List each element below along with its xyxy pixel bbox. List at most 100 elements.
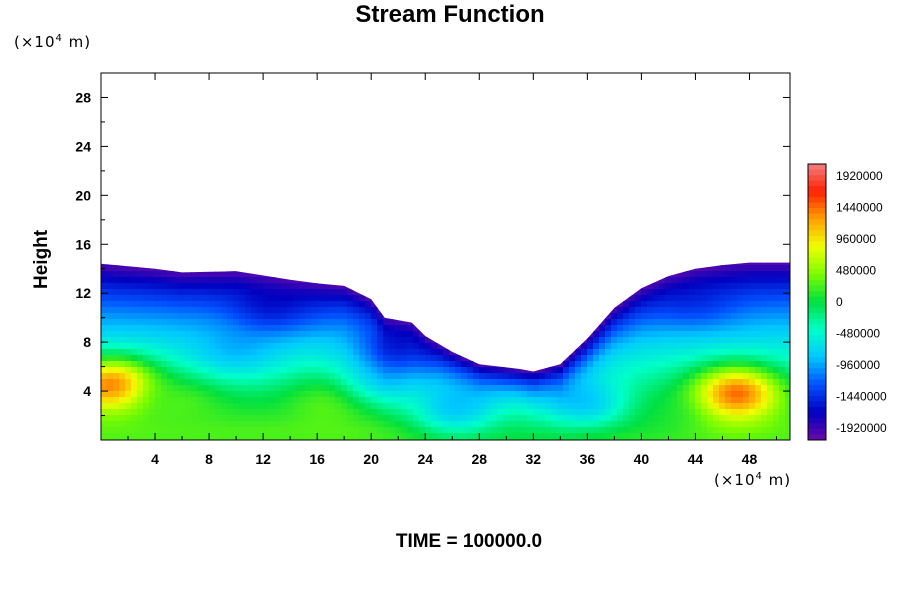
- field-cell: [353, 385, 360, 392]
- field-cell: [593, 385, 600, 392]
- field-cell: [743, 271, 750, 278]
- field-cell: [221, 337, 228, 344]
- field-cell: [617, 385, 624, 392]
- field-cell: [119, 313, 126, 320]
- field-cell: [347, 373, 354, 380]
- field-cell: [359, 409, 366, 416]
- field-cell: [449, 379, 456, 386]
- field-cell: [143, 337, 150, 344]
- field-cell: [269, 403, 276, 410]
- field-cell: [275, 289, 282, 296]
- field-cell: [341, 325, 348, 332]
- field-cell: [725, 313, 732, 320]
- field-cell: [281, 307, 288, 314]
- field-cell: [113, 277, 120, 284]
- field-cell: [287, 319, 294, 326]
- field-cell: [695, 409, 702, 416]
- field-cell: [263, 313, 270, 320]
- field-cell: [359, 319, 366, 326]
- field-cell: [233, 295, 240, 302]
- field-cell: [593, 325, 600, 332]
- field-cell: [137, 295, 144, 302]
- field-cell: [359, 349, 366, 356]
- field-cell: [215, 265, 222, 272]
- field-cell: [677, 295, 684, 302]
- field-cell: [551, 379, 558, 386]
- field-cell: [641, 307, 648, 314]
- field-cell: [677, 265, 684, 272]
- field-cell: [239, 307, 246, 314]
- field-cell: [131, 337, 138, 344]
- field-cell: [377, 379, 384, 386]
- field-cell: [311, 325, 318, 332]
- field-cell: [671, 409, 678, 416]
- field-cell: [371, 325, 378, 332]
- field-cell: [209, 277, 216, 284]
- field-cell: [665, 421, 672, 428]
- field-cell: [257, 265, 264, 272]
- field-cell: [653, 391, 660, 398]
- field-cell: [737, 313, 744, 320]
- field-cell: [293, 379, 300, 386]
- field-cell: [197, 307, 204, 314]
- field-cell: [425, 367, 432, 374]
- field-cell: [587, 409, 594, 416]
- field-cell: [203, 295, 210, 302]
- field-cell: [443, 379, 450, 386]
- field-cell: [425, 331, 432, 338]
- field-cell: [311, 385, 318, 392]
- field-cell: [497, 433, 504, 440]
- field-cell: [341, 367, 348, 374]
- field-cell: [677, 379, 684, 386]
- field-cell: [485, 427, 492, 434]
- field-cell: [341, 349, 348, 356]
- field-cell: [371, 397, 378, 404]
- field-cell: [179, 325, 186, 332]
- field-cell: [617, 331, 624, 338]
- field-cell: [641, 427, 648, 434]
- field-cell: [149, 397, 156, 404]
- field-cell: [311, 433, 318, 440]
- field-cell: [167, 325, 174, 332]
- field-cell: [245, 403, 252, 410]
- field-cell: [779, 415, 786, 422]
- field-cell: [203, 313, 210, 320]
- field-cell: [533, 373, 540, 380]
- field-cell: [599, 337, 606, 344]
- field-cell: [143, 409, 150, 416]
- field-cell: [593, 415, 600, 422]
- field-cell: [725, 262, 732, 266]
- colorbar-swatch: [808, 428, 826, 435]
- field-cell: [311, 361, 318, 368]
- field-cell: [383, 397, 390, 404]
- field-cell: [179, 277, 186, 284]
- field-cell: [557, 361, 564, 368]
- field-cell: [677, 331, 684, 338]
- field-cell: [227, 337, 234, 344]
- field-cell: [533, 433, 540, 440]
- field-cell: [179, 289, 186, 296]
- field-cell: [125, 307, 132, 314]
- field-cell: [251, 295, 258, 302]
- field-cell: [269, 385, 276, 392]
- field-cell: [137, 397, 144, 404]
- field-cell: [737, 349, 744, 356]
- field-cell: [743, 385, 750, 392]
- field-cell: [725, 283, 732, 290]
- field-cell: [329, 349, 336, 356]
- field-cell: [173, 385, 180, 392]
- field-cell: [275, 415, 282, 422]
- field-cell: [659, 313, 666, 320]
- field-cell: [257, 349, 264, 356]
- field-cell: [245, 331, 252, 338]
- field-cell: [599, 427, 606, 434]
- field-cell: [107, 277, 114, 284]
- field-cell: [137, 331, 144, 338]
- field-cell: [131, 397, 138, 404]
- field-cell: [365, 385, 372, 392]
- field-cell: [635, 343, 642, 350]
- field-cell: [671, 301, 678, 308]
- field-cell: [137, 415, 144, 422]
- field-cell: [431, 403, 438, 410]
- field-cell: [311, 301, 318, 308]
